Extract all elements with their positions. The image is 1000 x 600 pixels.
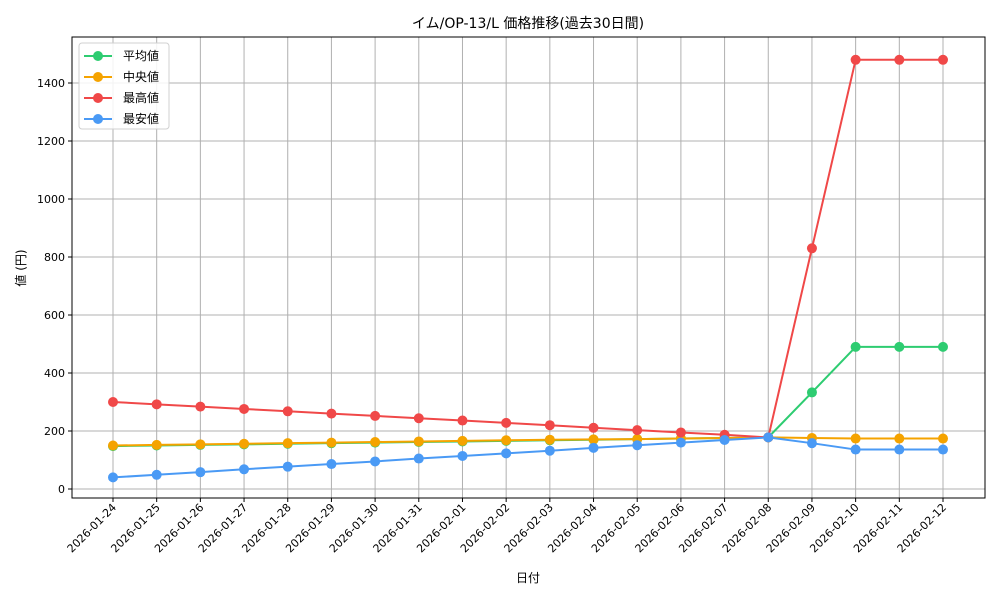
legend-marker-icon	[93, 114, 103, 124]
series-3	[108, 432, 948, 483]
x-axis-title: 日付	[516, 571, 540, 585]
data-point-marker[interactable]	[501, 417, 512, 428]
y-tick-label: 400	[44, 367, 65, 380]
data-point-marker[interactable]	[588, 422, 599, 433]
data-point-marker[interactable]	[850, 444, 861, 455]
legend-label: 平均値	[123, 48, 159, 63]
y-axis-title: 値 (円)	[13, 249, 28, 286]
data-point-marker[interactable]	[675, 437, 686, 448]
y-tick-label: 1000	[37, 193, 65, 206]
data-point-marker[interactable]	[326, 459, 337, 470]
data-point-marker[interactable]	[632, 440, 643, 451]
data-point-marker[interactable]	[675, 427, 686, 438]
legend-label: 中央値	[123, 69, 159, 84]
data-point-marker[interactable]	[108, 397, 118, 407]
legend-label: 最安値	[123, 111, 159, 126]
data-point-marker[interactable]	[894, 444, 905, 455]
legend-box	[78, 42, 170, 130]
legend-item[interactable]: 最高値	[84, 90, 159, 105]
legend-item[interactable]: 最安値	[84, 111, 159, 126]
data-point-marker[interactable]	[544, 434, 555, 445]
data-point-marker[interactable]	[457, 435, 468, 446]
plot-frame	[71, 36, 986, 499]
data-point-marker[interactable]	[370, 456, 381, 467]
data-point-marker[interactable]	[588, 434, 599, 445]
data-point-marker[interactable]	[413, 453, 424, 464]
data-point-marker[interactable]	[763, 432, 774, 443]
data-point-marker[interactable]	[282, 438, 293, 449]
series-line	[112, 58, 943, 439]
data-point-marker[interactable]	[632, 425, 643, 436]
data-point-marker[interactable]	[938, 444, 948, 455]
y-tick-label: 800	[44, 251, 65, 264]
series-2	[108, 54, 948, 443]
data-point-marker[interactable]	[938, 433, 948, 444]
data-point-marker[interactable]	[850, 54, 861, 65]
y-tick-label: 600	[44, 309, 65, 322]
data-point-marker[interactable]	[282, 461, 293, 472]
data-point-marker[interactable]	[239, 403, 250, 414]
data-point-marker[interactable]	[806, 243, 817, 254]
data-point-marker[interactable]	[195, 401, 206, 412]
legend-marker-icon	[93, 72, 103, 82]
data-point-marker[interactable]	[806, 438, 817, 449]
data-point-marker[interactable]	[806, 387, 817, 398]
data-point-marker[interactable]	[894, 341, 905, 352]
data-point-marker[interactable]	[151, 439, 162, 450]
data-point-marker[interactable]	[588, 442, 599, 453]
data-point-marker[interactable]	[370, 437, 381, 448]
data-point-marker[interactable]	[151, 399, 162, 410]
data-point-marker[interactable]	[457, 450, 468, 461]
data-point-marker[interactable]	[544, 445, 555, 456]
data-point-marker[interactable]	[938, 54, 948, 65]
data-point-marker[interactable]	[501, 435, 512, 446]
data-point-marker[interactable]	[501, 448, 512, 459]
data-point-marker[interactable]	[938, 341, 948, 352]
data-point-marker[interactable]	[195, 439, 206, 450]
data-point-marker[interactable]	[108, 472, 118, 483]
data-point-marker[interactable]	[894, 433, 905, 444]
legend-item[interactable]: 平均値	[84, 48, 159, 63]
data-point-marker[interactable]	[413, 413, 424, 424]
data-point-marker[interactable]	[108, 440, 118, 451]
data-point-marker[interactable]	[195, 467, 206, 478]
y-tick-label: 1200	[37, 135, 65, 148]
data-point-marker[interactable]	[850, 433, 861, 444]
series-line	[112, 436, 943, 479]
data-point-marker[interactable]	[413, 436, 424, 447]
data-point-marker[interactable]	[850, 341, 861, 352]
legend-label: 最高値	[123, 90, 159, 105]
data-point-marker[interactable]	[239, 438, 250, 449]
data-point-marker[interactable]	[326, 437, 337, 448]
y-tick-label: 0	[58, 483, 65, 496]
data-point-marker[interactable]	[894, 54, 905, 65]
data-point-marker[interactable]	[719, 434, 730, 445]
data-point-marker[interactable]	[544, 420, 555, 431]
data-point-marker[interactable]	[370, 410, 381, 421]
series-line	[112, 436, 943, 447]
y-tick-label: 1400	[37, 77, 65, 90]
data-series	[108, 54, 948, 483]
y-axis: 0 200 400 600 800 1000 1200 1400	[37, 77, 72, 496]
legend-marker-icon	[93, 51, 103, 61]
data-point-marker[interactable]	[326, 408, 337, 419]
legend-marker-icon	[93, 93, 103, 103]
data-point-marker[interactable]	[282, 406, 293, 417]
data-point-marker[interactable]	[457, 415, 468, 426]
data-point-marker[interactable]	[151, 469, 162, 480]
data-point-marker[interactable]	[239, 464, 250, 475]
legend-item[interactable]: 中央値	[84, 69, 159, 84]
y-tick-label: 200	[44, 425, 65, 438]
chart-title: イム/OP-13/L 価格推移(過去30日間)	[412, 16, 644, 32]
